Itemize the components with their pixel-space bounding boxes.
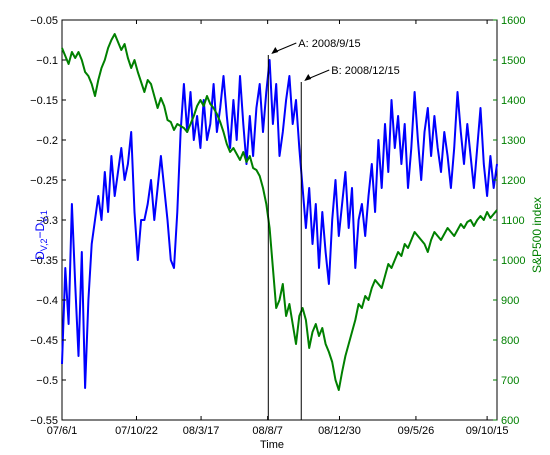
left-y-label-sub2: V,1 xyxy=(39,210,49,223)
x-tick-label: 07/10/22 xyxy=(115,425,158,437)
left-y-label-mid: −D xyxy=(33,223,47,239)
right-y-tick-label: 700 xyxy=(501,375,519,387)
left-y-tick-label: −0.3 xyxy=(36,215,58,227)
left-y-tick-label: −0.45 xyxy=(30,335,58,347)
x-tick-label: 09/10/15 xyxy=(466,425,509,437)
right-y-tick-label: 1200 xyxy=(501,175,525,187)
plot-frame xyxy=(61,19,498,421)
right-y-tick-label: 1400 xyxy=(501,95,525,107)
right-y-tick-label: 900 xyxy=(501,295,519,307)
left-y-tick-label: −0.55 xyxy=(30,415,58,427)
x-axis-label: Time xyxy=(260,439,284,451)
left-y-label-sub1: V,2 xyxy=(39,239,49,252)
event-label-a: A: 2008/9/15 xyxy=(298,38,360,50)
right-y-tick-label: 800 xyxy=(501,335,519,347)
right-y-tick-label: 1600 xyxy=(501,15,525,27)
left-y-tick-label: −0.05 xyxy=(30,15,58,27)
x-tick-label: 09/5/26 xyxy=(398,425,435,437)
left-y-tick-label: −0.5 xyxy=(36,375,58,387)
right-y-tick-label: 1500 xyxy=(501,55,525,67)
plot-border xyxy=(61,19,498,421)
right-y-axis-label: S&P500 index xyxy=(530,197,544,273)
x-tick-label: 07/6/1 xyxy=(47,425,78,437)
right-y-tick-label: 1300 xyxy=(501,135,525,147)
left-y-label-main: D xyxy=(33,251,47,260)
left-y-tick-label: −0.35 xyxy=(30,255,58,267)
event-arrowhead-b xyxy=(304,74,312,81)
left-y-tick-label: −0.2 xyxy=(36,135,58,147)
left-y-axis-label: DV,2−DV,1 xyxy=(33,210,49,260)
right-y-tick-label: 1000 xyxy=(501,255,525,267)
right-y-tick-label: 600 xyxy=(501,415,519,427)
annotations-group: A: 2008/9/15 B: 2008/12/15 xyxy=(267,38,400,420)
event-arrowhead-a xyxy=(271,47,279,54)
right-y-tick-label: 1100 xyxy=(501,215,525,227)
left-y-tick-label: −0.25 xyxy=(30,175,58,187)
svg-text:DV,2−DV,1: DV,2−DV,1 xyxy=(33,210,49,260)
event-label-b: B: 2008/12/15 xyxy=(331,65,400,77)
left-y-tick-label: −0.4 xyxy=(36,295,58,307)
left-axis-series-line xyxy=(61,59,498,389)
right-axis-series-line xyxy=(61,33,498,391)
x-tick-label: 08/12/30 xyxy=(318,425,361,437)
left-series-group xyxy=(61,59,498,389)
x-tick-label: 08/3/17 xyxy=(183,425,220,437)
x-tick-label: 08/8/7 xyxy=(252,425,283,437)
right-series-group xyxy=(61,33,498,391)
axes-group: 07/6/1 07/10/22 08/3/17 08/8/7 08/12/30 09/5/… xyxy=(30,15,525,437)
left-y-tick-label: −0.15 xyxy=(30,95,58,107)
left-y-tick-label: −0.1 xyxy=(36,55,58,67)
